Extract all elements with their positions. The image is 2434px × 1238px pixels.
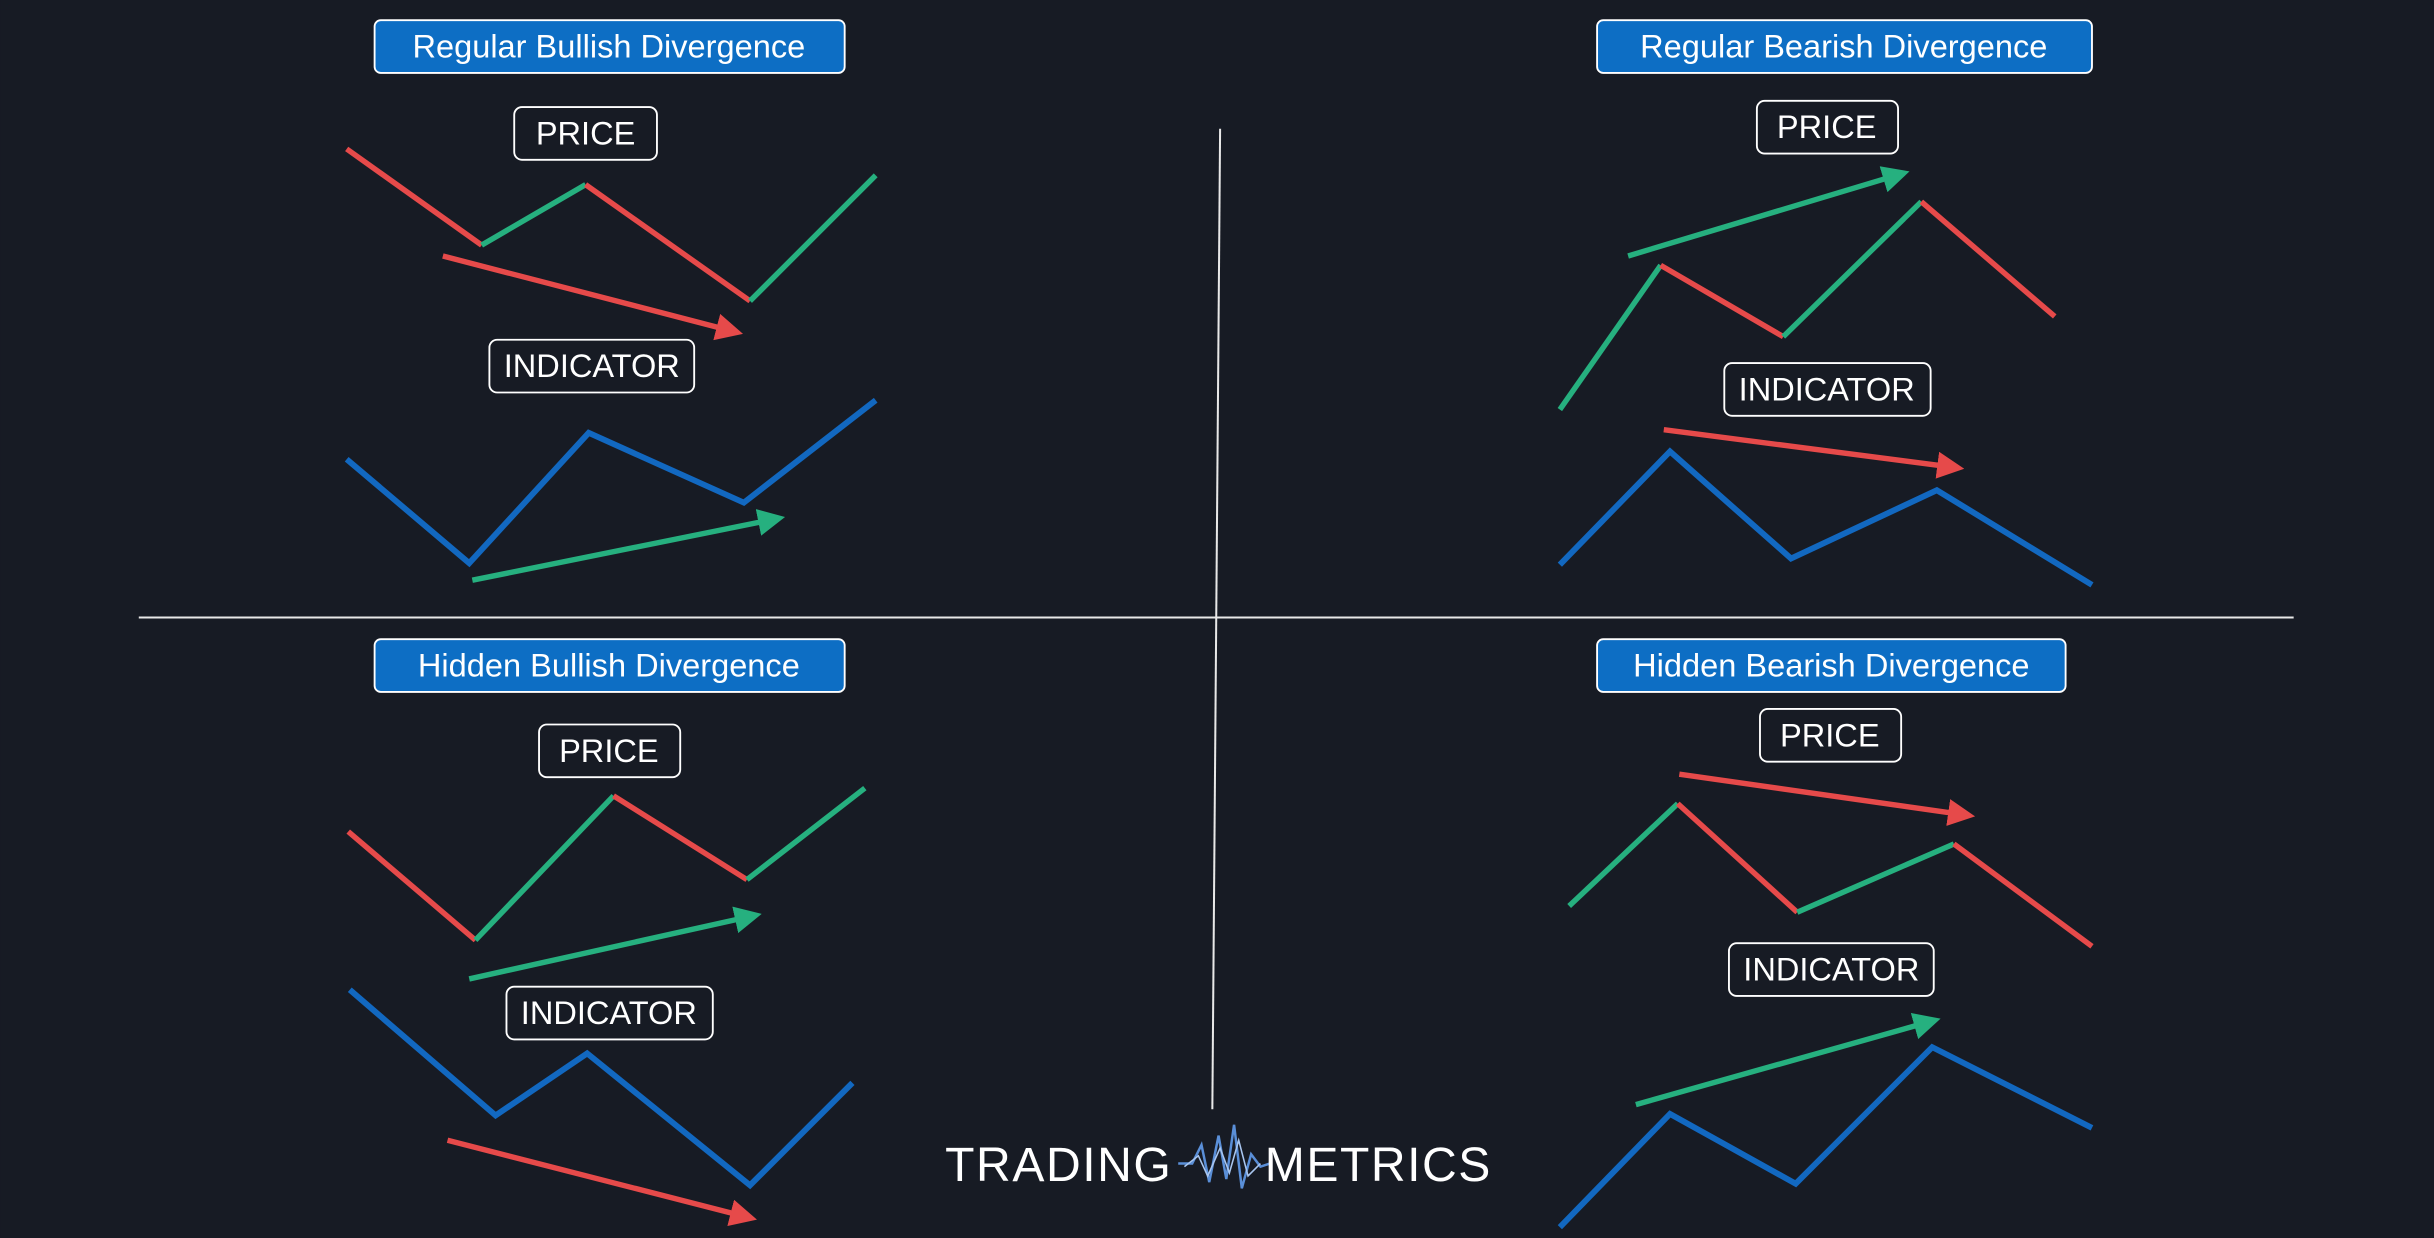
label-box [1759,708,1903,763]
price-line [1659,262,1785,339]
title-box [373,638,846,693]
panel: Regular Bullish Divergence PRICE INDICAT… [344,19,878,583]
trend-arrow [1627,166,1910,259]
title-box [373,19,846,74]
price-line [612,793,749,882]
label-box [538,723,682,779]
price-line [1557,263,1663,412]
panel: Hidden Bearish Divergence PRICE INDICATO… [1557,638,2094,1230]
panel-title: Hidden Bullish Divergence [418,648,800,684]
price-line [748,173,878,303]
label-box [1728,942,1935,997]
price-line [1919,199,2057,319]
price-line [1796,841,1955,915]
price-line [1675,801,1800,915]
label-box [1755,99,1899,155]
indicator-line [1557,447,2094,588]
price-label: PRICE [1777,109,1877,145]
trend-arrow [1678,771,1976,826]
trend-arrow [442,253,744,341]
logo-wave [1183,1137,1261,1178]
trend-arrow [468,906,762,982]
divider [1211,128,1222,1110]
price-label: PRICE [536,115,636,151]
logo: TRADING METRICS [945,1124,1492,1192]
trend-arrow [446,1137,757,1227]
label-box [505,985,714,1041]
price-line [1952,841,2094,949]
label-box [488,338,696,394]
indicator-label: INDICATOR [1743,952,1919,988]
price-line [480,182,587,248]
panel: Hidden Bullish Divergence PRICE INDICATO… [346,638,867,1227]
panel-title: Regular Bullish Divergence [412,29,805,65]
trend-arrow [471,509,786,583]
trend-arrow [1663,427,1965,479]
label-box [1723,362,1932,417]
price-line [473,793,616,943]
price-line [1781,199,1924,339]
price-line [584,182,752,304]
price-label: PRICE [1780,717,1880,753]
price-line [345,146,484,248]
logo-text: METRICS [1265,1138,1492,1192]
price-line [1567,801,1680,908]
indicator-line [344,397,878,568]
indicator-label: INDICATOR [521,995,697,1031]
title-box [1596,638,2067,693]
trend-arrow [1635,1012,1941,1108]
indicator-line [1557,1043,2094,1230]
panel-title: Regular Bearish Divergence [1640,29,2047,65]
price-line [745,785,867,882]
indicator-line [347,987,855,1190]
indicator-label: INDICATOR [504,348,680,384]
logo-text: TRADING [945,1138,1172,1192]
logo-wave [1178,1124,1271,1189]
panel: Regular Bearish Divergence PRICE INDICAT… [1557,19,2094,588]
price-line [346,829,478,943]
panel-title: Hidden Bearish Divergence [1633,648,2029,684]
title-box [1596,19,2093,74]
indicator-label: INDICATOR [1739,371,1915,407]
label-box [513,106,658,161]
price-label: PRICE [559,733,659,769]
